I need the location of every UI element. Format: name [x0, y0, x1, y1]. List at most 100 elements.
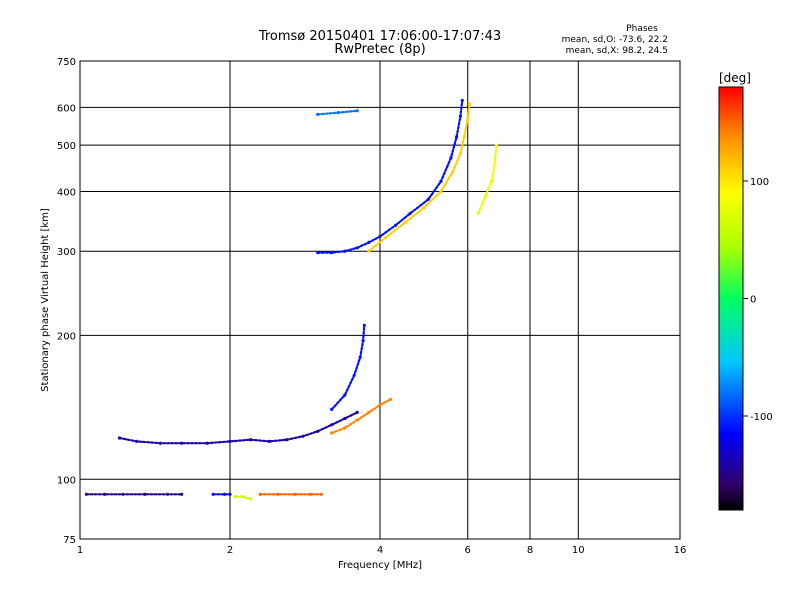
- data-point: [228, 439, 232, 443]
- series-trace: [330, 398, 392, 435]
- data-point: [439, 179, 443, 183]
- data-point: [383, 236, 387, 240]
- data-point: [460, 98, 464, 103]
- data-point: [319, 492, 323, 496]
- data-point: [330, 251, 334, 255]
- data-point: [490, 179, 494, 183]
- data-point: [367, 410, 371, 414]
- y-tick-label: 400: [57, 187, 76, 198]
- x-tick-labels: 1 2 4 6 8 10 16: [77, 545, 687, 556]
- data-point: [466, 118, 470, 122]
- data-point: [355, 246, 359, 250]
- data-point: [316, 112, 320, 116]
- data-point: [458, 152, 462, 156]
- y-tick-label: 300: [57, 247, 76, 258]
- data-point: [493, 160, 497, 165]
- data-point: [222, 492, 227, 496]
- data-point: [180, 441, 184, 445]
- data-point: [102, 492, 107, 496]
- data-point: [362, 323, 366, 327]
- stats-heading: Phases: [626, 24, 658, 34]
- data-point: [135, 439, 139, 443]
- data-point: [494, 143, 498, 147]
- x-tick-label: 1: [77, 545, 83, 556]
- x-tick-label: 10: [572, 545, 585, 556]
- series-trace: [330, 324, 366, 411]
- data-point: [355, 109, 359, 113]
- data-point: [462, 135, 466, 139]
- data-point: [330, 423, 334, 427]
- y-tick-label: 500: [57, 141, 76, 152]
- data-point: [301, 434, 305, 438]
- x-tick-label: 4: [377, 545, 383, 556]
- data-point: [316, 429, 320, 433]
- data-point: [422, 206, 426, 210]
- colorbar-ticks: 100 0 -100: [743, 177, 773, 423]
- data-point: [211, 492, 215, 496]
- series-trace: [316, 99, 464, 254]
- stats-line-o: mean, sd,O: -73.6, 22.2: [562, 35, 668, 45]
- data-point: [330, 431, 334, 435]
- x-axis-label: Frequency [MHz]: [338, 560, 422, 571]
- colorbar: [deg] 100 0 -100: [718, 71, 773, 511]
- data-point: [117, 436, 122, 440]
- x-gridlines: [229, 61, 579, 539]
- y-tick-label: 200: [57, 331, 76, 342]
- data-point: [336, 111, 340, 115]
- data-point: [316, 251, 320, 255]
- data-point: [343, 426, 347, 430]
- y-gridlines: [80, 106, 680, 480]
- data-point: [426, 197, 430, 201]
- data-point: [308, 492, 312, 496]
- x-tick-label: 2: [227, 545, 233, 556]
- data-point: [355, 418, 359, 422]
- data-point: [408, 211, 412, 215]
- data-point: [233, 495, 237, 499]
- data-point: [330, 407, 334, 411]
- data-point: [258, 492, 262, 496]
- data-point: [367, 249, 371, 253]
- data-point: [455, 135, 459, 139]
- data-point: [403, 220, 408, 224]
- data-point: [361, 339, 365, 343]
- data-point: [467, 102, 472, 106]
- data-point: [449, 156, 453, 160]
- colorbar-gradient: [718, 86, 744, 511]
- data-point: [389, 397, 393, 401]
- data-point: [276, 492, 280, 496]
- x-tick-label: 6: [465, 545, 471, 556]
- data-point: [293, 492, 297, 496]
- data-point: [180, 492, 184, 496]
- y-axis-label: Stationary phase Virtual Height [km]: [40, 208, 51, 392]
- y-tick-label: 750: [57, 57, 76, 68]
- chart-title-line2: RwPretec (8p): [334, 42, 425, 57]
- data-point: [343, 393, 347, 397]
- y-tick-label: 75: [63, 535, 76, 546]
- data-point: [84, 492, 88, 496]
- data-point: [367, 240, 371, 244]
- data-point: [378, 234, 382, 239]
- colorbar-label: [deg]: [719, 71, 751, 85]
- chart-title-line1: Tromsø 20150401 17:06:00-17:07:43: [258, 29, 501, 44]
- colorbar-tick-label: -100: [750, 412, 773, 423]
- data-point: [394, 223, 398, 227]
- series-trace: [367, 102, 471, 253]
- colorbar-tick-label: 0: [750, 295, 756, 306]
- data-point: [285, 438, 289, 442]
- data-point: [378, 403, 382, 407]
- data-point: [476, 211, 480, 215]
- data-point: [143, 492, 147, 496]
- data-point: [249, 438, 253, 442]
- data-point: [166, 492, 170, 496]
- plot-area: [79, 60, 681, 540]
- data-point: [121, 492, 125, 496]
- y-tick-label: 100: [57, 475, 76, 486]
- colorbar-tick-label: 100: [750, 177, 769, 188]
- x-tick-label: 16: [674, 545, 687, 556]
- x-tick-label: 8: [527, 545, 533, 556]
- data-point: [241, 495, 245, 499]
- data-point: [355, 410, 359, 414]
- data-point: [358, 355, 362, 359]
- data-point: [205, 441, 209, 445]
- data-point: [483, 195, 487, 199]
